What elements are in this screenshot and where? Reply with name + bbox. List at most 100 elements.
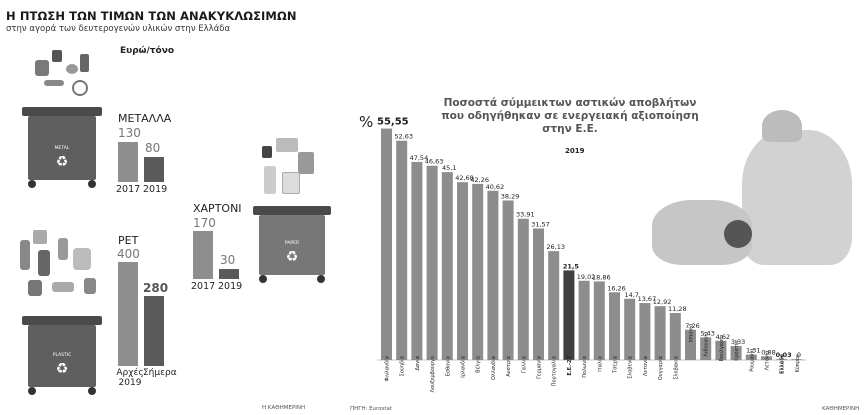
bar-value-label: 3,33	[731, 338, 745, 346]
category-label: Γερμανία	[536, 355, 543, 379]
category-label: Πολωνία	[581, 355, 588, 377]
right-credit: ΚΑΘΗΜΕΡΙΝΗ	[822, 406, 860, 412]
chart-title: Ποσοστά σύμμεικτων αστικών αποβλήτων που…	[441, 97, 699, 135]
bar-value-label: 45,1	[442, 164, 456, 172]
paper-bin-icon: PAPER ♻	[259, 215, 325, 275]
bar-15	[609, 292, 620, 360]
category-label: Βουλγαρία	[718, 334, 725, 361]
paper-bar-2019	[219, 269, 239, 279]
metal-bar-2019	[144, 157, 164, 182]
category-label: Δανία	[414, 355, 421, 370]
pet-year-label: Αρχές 2019	[116, 368, 144, 388]
bar-value-label: 16,26	[607, 284, 626, 292]
plastic-bin-label: PLASTIC	[52, 353, 72, 358]
bar-value-label: 21,5	[563, 262, 580, 270]
metal-bin-icon: METAL ♻	[28, 116, 96, 180]
category-label: Κροατία	[733, 339, 740, 361]
bar-20	[685, 329, 696, 360]
recycle-icon: ♻	[55, 361, 69, 377]
category-label: Αυστρία	[505, 355, 512, 376]
bar-11	[548, 251, 560, 360]
paper-value-2017: 170	[193, 216, 216, 230]
bar-12	[563, 270, 575, 360]
category-label: Ιρλανδία	[460, 355, 467, 377]
bar-value-label: 42,26	[470, 176, 489, 184]
category-label: Σλοβενία	[627, 355, 634, 379]
bar-18	[654, 306, 666, 360]
bar-value-label: 4,62	[716, 333, 730, 341]
pet-year-early-2019: Αρχές 2019	[110, 368, 150, 388]
bar-value-label: 46,63	[425, 158, 444, 166]
bar-25	[761, 356, 772, 360]
category-label: Εσθονία	[444, 355, 451, 376]
unit-label: Ευρώ/τόνο	[120, 46, 175, 56]
pet-value-today: 280	[143, 281, 169, 295]
pet-value-early-2019: 400	[117, 247, 140, 261]
category-label: Φινλανδία	[384, 355, 391, 381]
bar-value-label: 12,92	[653, 298, 672, 306]
category-label: Σουηδία	[399, 355, 406, 376]
category-label: Βέλγιο	[475, 356, 482, 373]
bar-value-label: 13,67	[638, 295, 657, 303]
paper-value-2019: 30	[220, 253, 236, 267]
waste-energy-recovery-chart: Φινλανδία 52,63 Σουηδία 47,54 Δανία 46,63 Λουξ…	[377, 117, 807, 392]
bar-value-label: 11,28	[668, 305, 687, 313]
pet-bar-today	[144, 296, 164, 366]
material-name-paper: ΧΑΡΤΟΝΙ	[193, 202, 242, 215]
bar-17	[639, 303, 651, 360]
metal-bin-label: METAL	[54, 146, 70, 151]
pet-year-today: Σήμερα	[143, 368, 177, 378]
bar-26	[776, 359, 788, 360]
metal-value-2019: 80	[145, 141, 161, 155]
bar-13	[578, 280, 590, 360]
category-label: Λετονία	[642, 355, 649, 376]
bar-value-label: 31,57	[531, 220, 550, 228]
paper-bar-2017	[193, 231, 213, 279]
bar-4	[441, 172, 453, 360]
category-label: Ισπανία	[688, 323, 695, 342]
bar-value-label: 52,63	[394, 133, 413, 141]
bar-27	[791, 359, 803, 360]
paper-year-2019: 2019	[218, 281, 243, 292]
infographic-subtitle: στην αγορά των δευτερογενών υλικών στην …	[6, 24, 231, 34]
category-label: Γαλλία	[520, 355, 527, 373]
bar-19	[669, 313, 681, 360]
category-label: Ε.Ε.-27	[567, 355, 573, 375]
bar-value-label: 5,43	[700, 329, 714, 337]
bar-22	[715, 340, 727, 360]
paper-cups-illustration	[258, 138, 323, 200]
bar-value-label: 33,91	[516, 211, 535, 219]
metal-bar-2017	[118, 142, 138, 182]
bar-value-label: 26,13	[546, 243, 565, 251]
bar-6	[472, 183, 484, 360]
bar-value-label: 38,29	[501, 192, 520, 200]
category-label: Σλοβακία	[672, 355, 679, 379]
paper-bin-lid	[253, 206, 331, 215]
category-label: Ουγγαρία	[657, 355, 664, 380]
paper-year-2017: 2017	[191, 281, 216, 292]
bar-value-label: 0,88	[761, 348, 775, 356]
bar-5	[457, 182, 468, 360]
bar-16	[624, 298, 636, 360]
bar-value-label: 1,31	[746, 347, 760, 355]
material-name-metal: ΜΕΤΑΛΛΑ	[118, 112, 172, 125]
metal-year-2019: 2019	[143, 184, 168, 195]
bar-3	[426, 165, 438, 360]
bar-1	[396, 140, 408, 360]
metal-year-2017: 2017	[116, 184, 141, 195]
plastic-bottles-illustration	[18, 230, 108, 300]
chart-year: 2019	[565, 147, 585, 155]
bar-value-label: 0	[797, 351, 801, 359]
left-credit: Η ΚΑΘΗΜΕΡΙΝΗ	[262, 405, 306, 411]
plastic-bin-icon: PLASTIC ♻	[28, 325, 96, 387]
category-label: Λιθουανία	[703, 331, 710, 357]
source-credit: ΠΗΓΗ: Eurostat	[350, 406, 393, 412]
infographic-title: Η ΠΤΩΣΗ ΤΩΝ ΤΙΜΩΝ ΤΩΝ ΑΝΑΚΥΚΛΩΣΙΜΩΝ	[6, 9, 297, 23]
material-name-pet: PET	[118, 234, 139, 247]
bar-21	[700, 337, 712, 360]
bar-value-label: 47,54	[410, 154, 429, 162]
bar-8	[502, 200, 514, 360]
recycle-icon: ♻	[55, 154, 69, 170]
recycle-icon: ♻	[285, 249, 299, 265]
bar-14	[593, 281, 605, 360]
